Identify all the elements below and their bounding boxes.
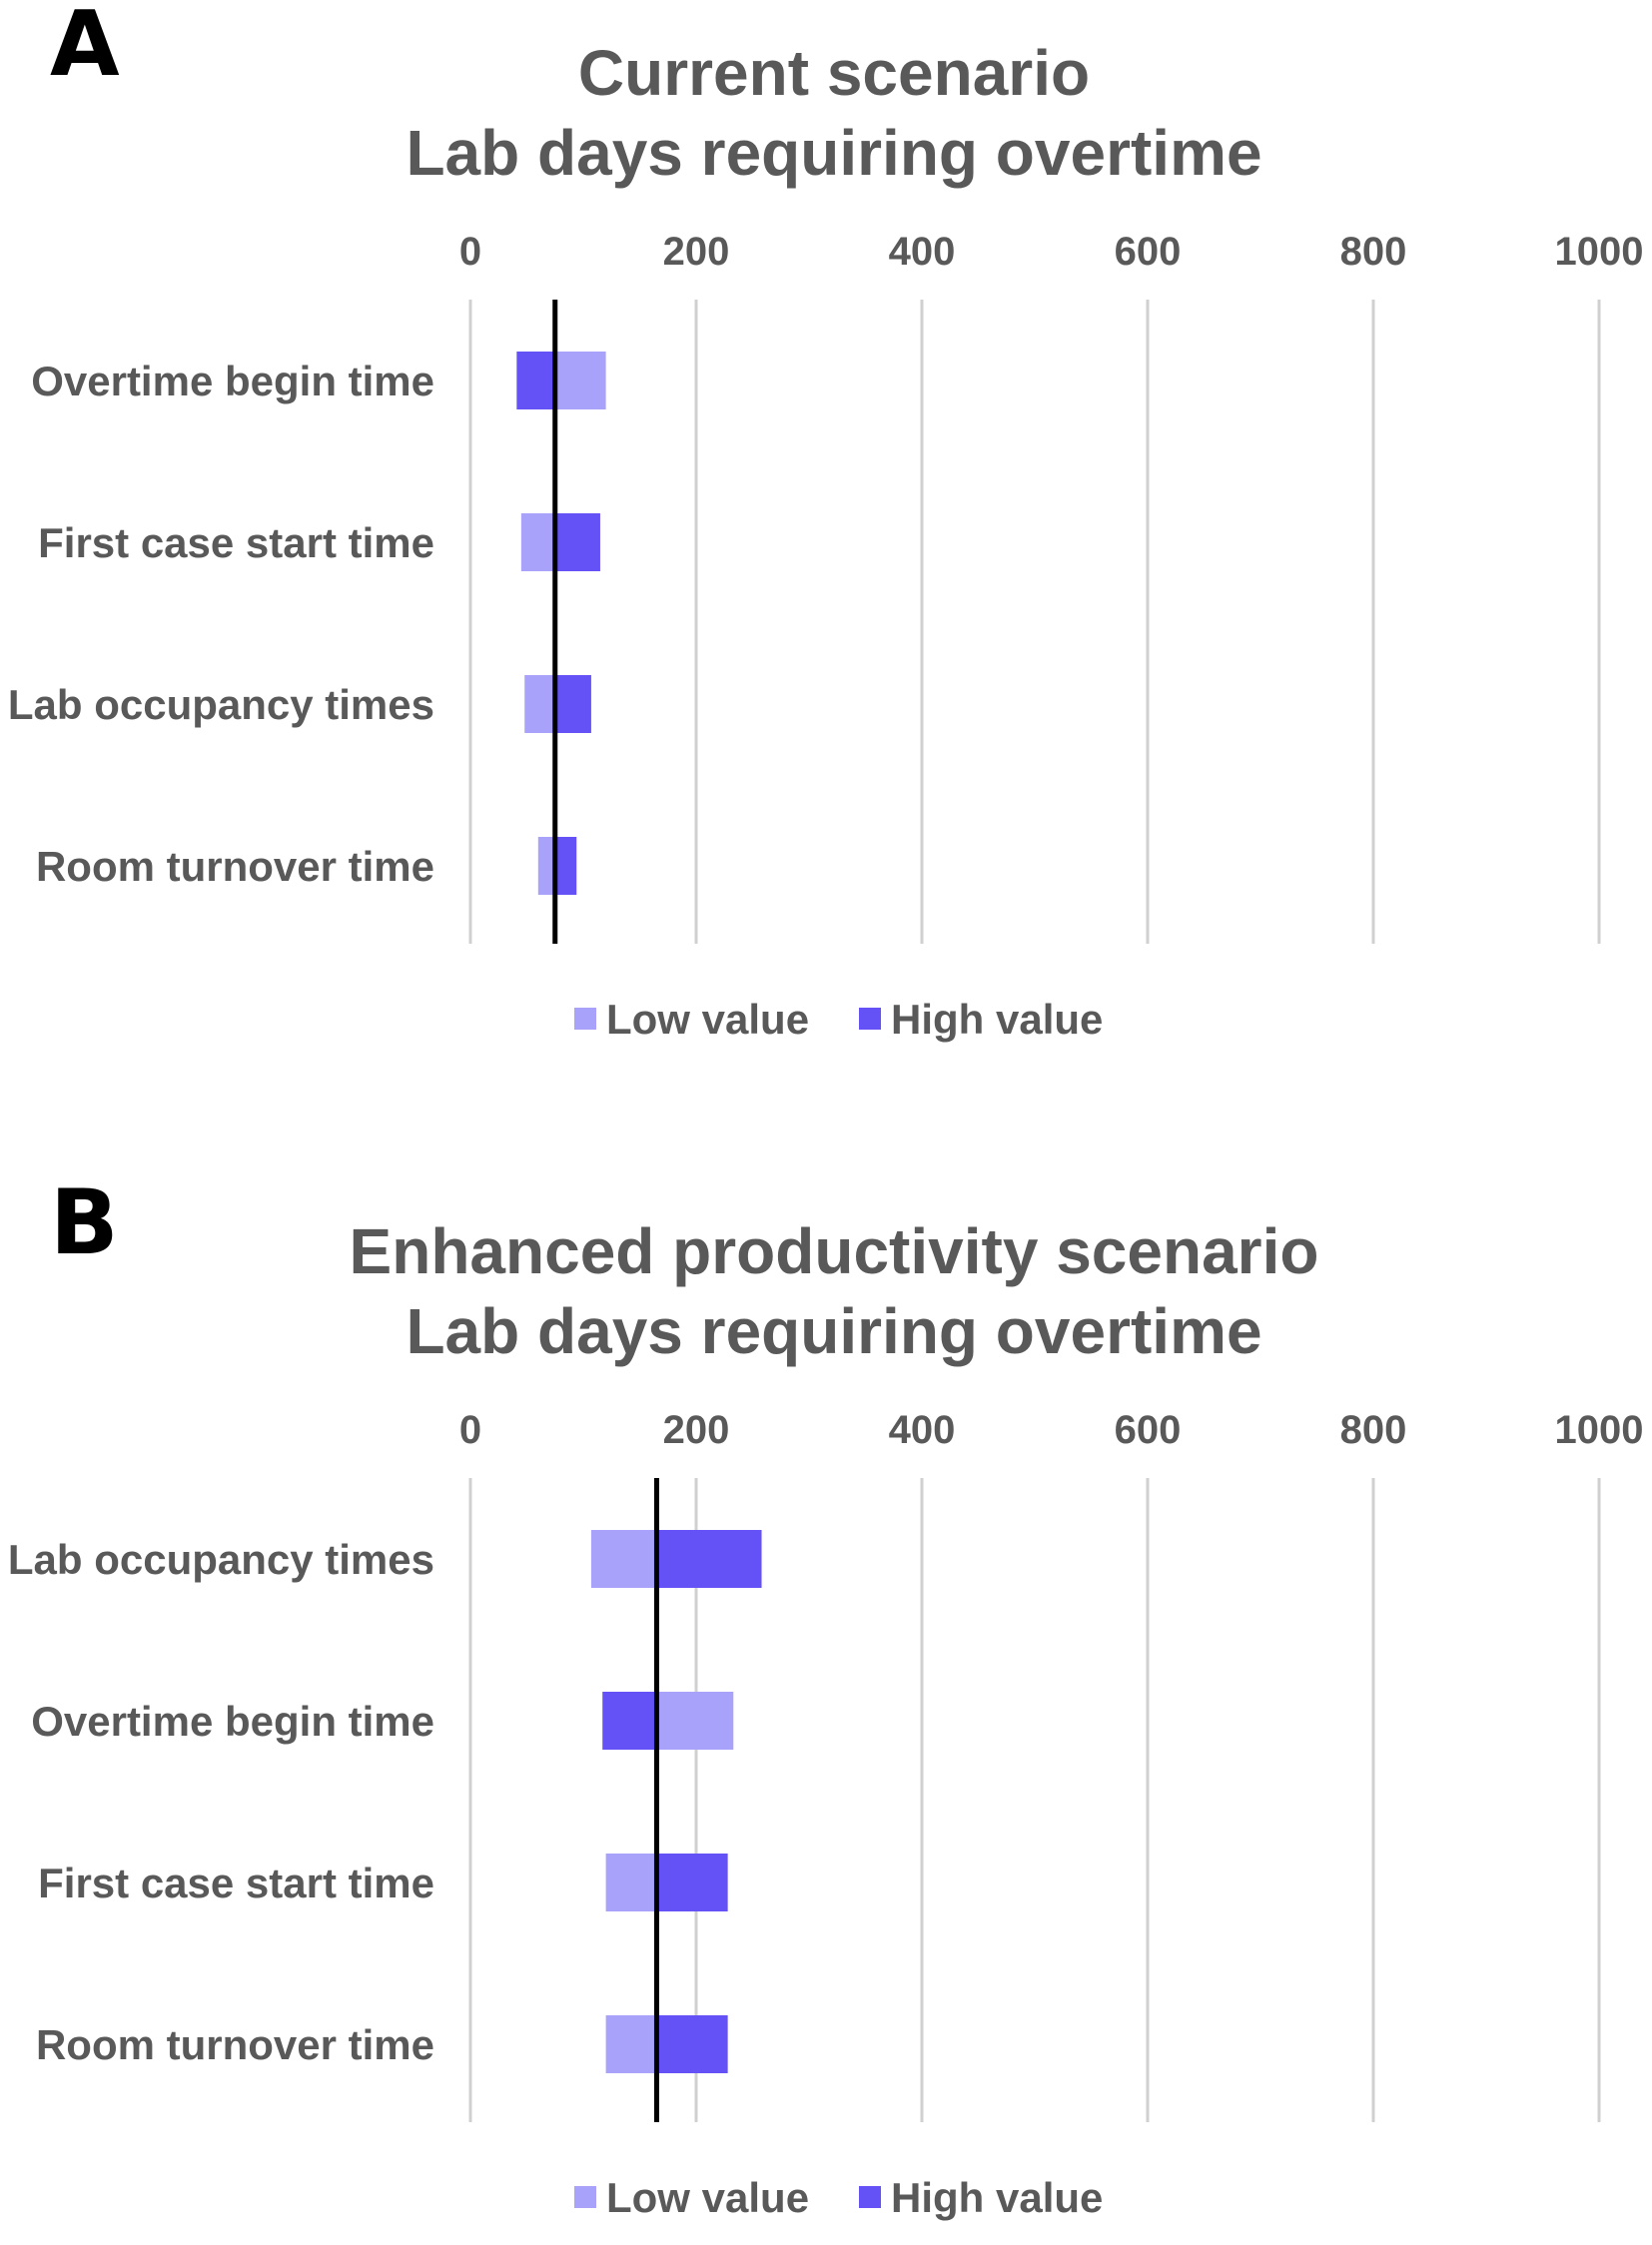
category-label: Overtime begin time <box>31 1698 434 1745</box>
category-label: Room turnover time <box>36 843 434 890</box>
legend-label: High value <box>891 996 1103 1043</box>
category-label: Room turnover time <box>36 2021 434 2068</box>
chart-title-line-2: Lab days requiring overtime <box>406 117 1261 189</box>
category-label: Overtime begin time <box>31 358 434 404</box>
panel-letter: A <box>50 0 120 97</box>
x-tick-label: 600 <box>1115 1408 1182 1452</box>
legend-swatch <box>574 1008 596 1030</box>
low-value-bar <box>520 513 555 571</box>
high-value-bar <box>656 1530 762 1588</box>
legend-swatch <box>859 2186 881 2208</box>
category-label: First case start time <box>38 519 434 566</box>
x-tick-label: 200 <box>663 230 730 274</box>
low-value-bar <box>524 675 555 733</box>
x-tick-label: 800 <box>1340 230 1407 274</box>
x-tick-label: 200 <box>663 1408 730 1452</box>
x-tick-label: 0 <box>459 230 481 274</box>
category-label: Lab occupancy times <box>8 1536 434 1583</box>
low-value-bar <box>605 1854 657 1911</box>
high-value-bar <box>516 352 555 409</box>
legend-swatch <box>574 2186 596 2208</box>
low-value-bar <box>537 837 555 895</box>
x-tick-label: 0 <box>459 1408 481 1452</box>
panel-letter: B <box>50 1170 119 1275</box>
high-value-bar <box>656 2015 728 2073</box>
chart-title-line-1: Enhanced productivity scenario <box>350 1215 1319 1287</box>
legend-swatch <box>859 1008 881 1030</box>
chart-title-line-1: Current scenario <box>578 37 1090 109</box>
low-value-bar <box>656 1692 734 1750</box>
legend-label: Low value <box>606 2174 809 2221</box>
high-value-bar <box>554 513 600 571</box>
high-value-bar <box>554 837 577 895</box>
low-value-bar <box>590 1530 657 1588</box>
x-tick-label: 600 <box>1115 230 1182 274</box>
category-label: Lab occupancy times <box>8 681 434 728</box>
category-label: First case start time <box>38 1860 434 1906</box>
high-value-bar <box>602 1692 657 1750</box>
low-value-bar <box>554 352 606 409</box>
low-value-bar <box>605 2015 657 2073</box>
chart-title-line-2: Lab days requiring overtime <box>406 1295 1261 1367</box>
x-tick-label: 1000 <box>1555 230 1644 274</box>
high-value-bar <box>554 675 591 733</box>
x-tick-label: 800 <box>1340 1408 1407 1452</box>
x-tick-label: 400 <box>889 1408 956 1452</box>
x-tick-label: 400 <box>889 230 956 274</box>
high-value-bar <box>656 1854 728 1911</box>
x-tick-label: 1000 <box>1555 1408 1644 1452</box>
legend-label: Low value <box>606 996 809 1043</box>
legend-label: High value <box>891 2174 1103 2221</box>
